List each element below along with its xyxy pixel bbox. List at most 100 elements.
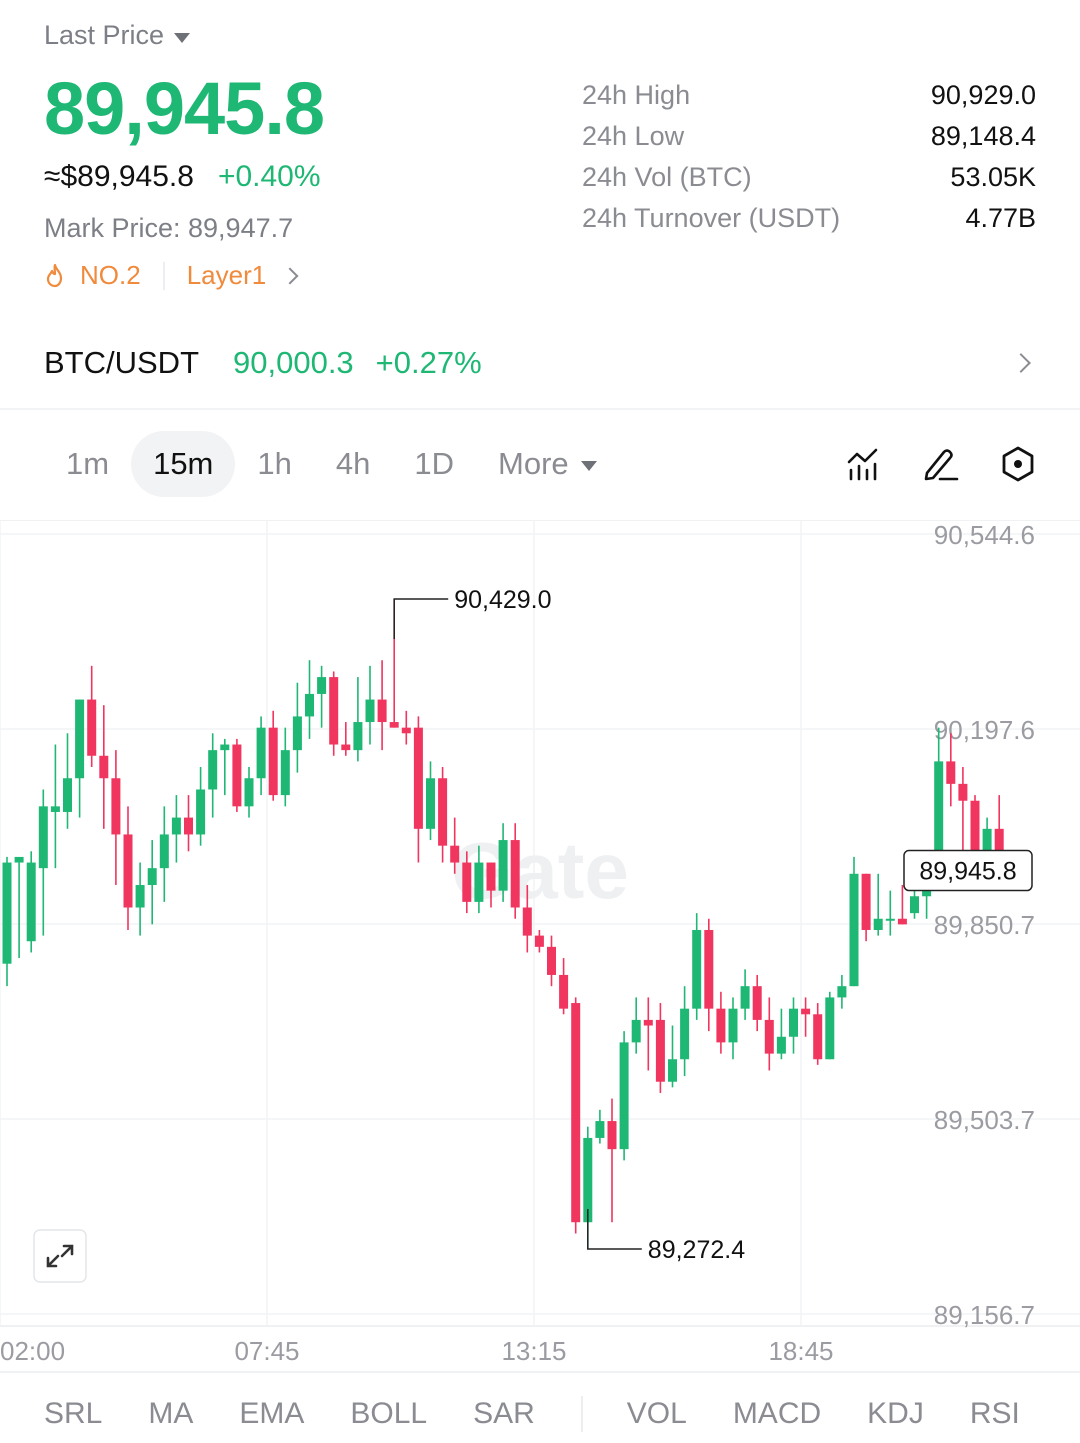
candle-body bbox=[232, 744, 242, 807]
last-price-value: 89,945.8 bbox=[44, 67, 325, 150]
candle-body bbox=[196, 789, 206, 835]
indicator-kdj[interactable]: KDJ bbox=[867, 1397, 924, 1430]
timeframe-tab-1D[interactable]: 1D bbox=[414, 446, 454, 481]
candle-body bbox=[752, 986, 762, 1020]
section-divider bbox=[0, 408, 1080, 410]
approx-usd-value: ≈$89,945.8 bbox=[44, 160, 194, 193]
candle-body bbox=[607, 1121, 617, 1150]
more-label: More bbox=[498, 446, 569, 481]
candle-body bbox=[38, 806, 48, 869]
candlestick-chart[interactable]: 90,544.6 90,197.6 89,850.7 89,503.7 89,156.7… bbox=[0, 519, 1080, 1380]
x-axis-label: 18:45 bbox=[768, 1336, 833, 1366]
indicator-bar: SRL MA EMA BOLL SAR VOL MACD KDJ RSI bbox=[44, 1396, 1044, 1432]
timeframe-list: 1m 15m 1h 4h 1D bbox=[44, 431, 476, 497]
candle-body bbox=[26, 862, 36, 942]
more-timeframes-button[interactable]: More bbox=[476, 431, 619, 497]
candle-body bbox=[426, 778, 435, 829]
y-axis-label: 89,850.7 bbox=[934, 910, 1035, 940]
stat-value: 53.05K bbox=[950, 162, 1036, 192]
timeframe-bar: 1m 15m 1h 4h 1D More bbox=[44, 430, 1044, 498]
indicator-ema[interactable]: EMA bbox=[239, 1397, 305, 1430]
candle-body bbox=[910, 896, 919, 914]
candle-body bbox=[789, 1008, 798, 1037]
candle-body bbox=[438, 778, 448, 846]
stat-value: 90,929.0 bbox=[930, 80, 1036, 110]
timeframe-tab-15m[interactable]: 15m bbox=[131, 431, 236, 497]
candle-body bbox=[849, 873, 859, 987]
candle-body bbox=[280, 750, 290, 796]
candle-body bbox=[510, 840, 520, 908]
candle-body bbox=[111, 778, 121, 835]
indicator-vol[interactable]: VOL bbox=[626, 1397, 687, 1430]
candle-body bbox=[365, 699, 375, 723]
category-tag[interactable]: Layer1 bbox=[186, 260, 267, 290]
candle-body bbox=[123, 834, 133, 908]
indicator-macd[interactable]: MACD bbox=[732, 1397, 822, 1430]
spot-pair-row[interactable]: BTC/USDT 90,000.3 +0.27% bbox=[44, 345, 1036, 381]
candle-body bbox=[486, 862, 496, 891]
candle-body bbox=[680, 1008, 690, 1060]
settings-hexagon-icon[interactable] bbox=[1000, 445, 1036, 483]
caret-down-icon bbox=[580, 461, 597, 471]
stat-label: 24h High bbox=[582, 80, 691, 110]
candle-body bbox=[450, 845, 460, 863]
candle-body bbox=[547, 946, 556, 975]
stat-row: 24h High 90,929.0 bbox=[582, 75, 1036, 116]
indicator-rsi[interactable]: RSI bbox=[969, 1397, 1020, 1430]
candle-body bbox=[147, 868, 157, 886]
stat-value: 4.77B bbox=[965, 203, 1036, 233]
candle-body bbox=[413, 727, 423, 829]
candle-body bbox=[389, 722, 399, 728]
indicator-sar[interactable]: SAR bbox=[473, 1397, 535, 1430]
candle-body bbox=[668, 1059, 677, 1082]
approx-row: ≈$89,945.8 +0.40% bbox=[44, 160, 321, 194]
y-axis-label: 89,156.7 bbox=[934, 1300, 1035, 1330]
expand-icon[interactable] bbox=[46, 1244, 74, 1268]
candle-body bbox=[559, 974, 569, 1009]
candle-body bbox=[728, 1008, 738, 1043]
y-axis-label: 90,197.6 bbox=[934, 715, 1035, 745]
x-axis-label: 07:45 bbox=[234, 1336, 299, 1366]
chevron-right-icon[interactable] bbox=[1011, 353, 1031, 373]
rank-tag[interactable]: NO.2 bbox=[80, 260, 141, 290]
indicator-ma[interactable]: MA bbox=[148, 1397, 194, 1430]
indicator-divider bbox=[580, 1396, 583, 1432]
chevron-right-icon[interactable] bbox=[281, 267, 299, 284]
timeframe-tab-1h[interactable]: 1h bbox=[257, 446, 292, 481]
timeframe-tab-4h[interactable]: 4h bbox=[335, 446, 371, 481]
timeframe-tab-1m[interactable]: 1m bbox=[66, 446, 110, 481]
candle-body bbox=[2, 862, 12, 964]
chart-tools bbox=[846, 445, 1044, 483]
indicator-icon[interactable] bbox=[846, 446, 882, 482]
indicator-srl[interactable]: SRL bbox=[44, 1397, 103, 1430]
candle-body bbox=[329, 677, 339, 745]
candle-body bbox=[75, 699, 85, 779]
candle-body bbox=[99, 755, 109, 779]
candle-body bbox=[716, 1008, 726, 1043]
candle-body bbox=[208, 750, 218, 790]
candle-body bbox=[353, 722, 363, 751]
stat-label: 24h Turnover (USDT) bbox=[582, 203, 841, 233]
fullscreen-button-box[interactable] bbox=[33, 1229, 87, 1283]
indicator-boll[interactable]: BOLL bbox=[350, 1397, 428, 1430]
pair-change: +0.27% bbox=[375, 345, 482, 380]
change-percent: +0.40% bbox=[217, 160, 321, 193]
max-price-label: 90,429.0 bbox=[454, 586, 551, 614]
candle-body bbox=[595, 1121, 605, 1138]
caret-down-icon bbox=[174, 32, 191, 43]
candle-body bbox=[498, 840, 508, 891]
y-axis-label: 89,503.7 bbox=[934, 1105, 1035, 1135]
pencil-draw-icon[interactable] bbox=[922, 446, 960, 482]
candle-body bbox=[740, 986, 750, 1009]
candle-body bbox=[934, 761, 944, 869]
chart-svg[interactable]: 90,544.6 90,197.6 89,850.7 89,503.7 89,156.7… bbox=[0, 519, 1080, 1380]
candle-body bbox=[873, 918, 883, 930]
candle-body bbox=[885, 918, 895, 921]
fullscreen-button[interactable] bbox=[33, 1229, 87, 1283]
candle-body bbox=[946, 761, 956, 784]
candle-body bbox=[764, 1019, 774, 1054]
last-price-selector[interactable]: Last Price bbox=[44, 20, 191, 51]
candle-body bbox=[159, 834, 169, 869]
candle-body bbox=[704, 929, 714, 1009]
candle-body bbox=[220, 744, 230, 751]
